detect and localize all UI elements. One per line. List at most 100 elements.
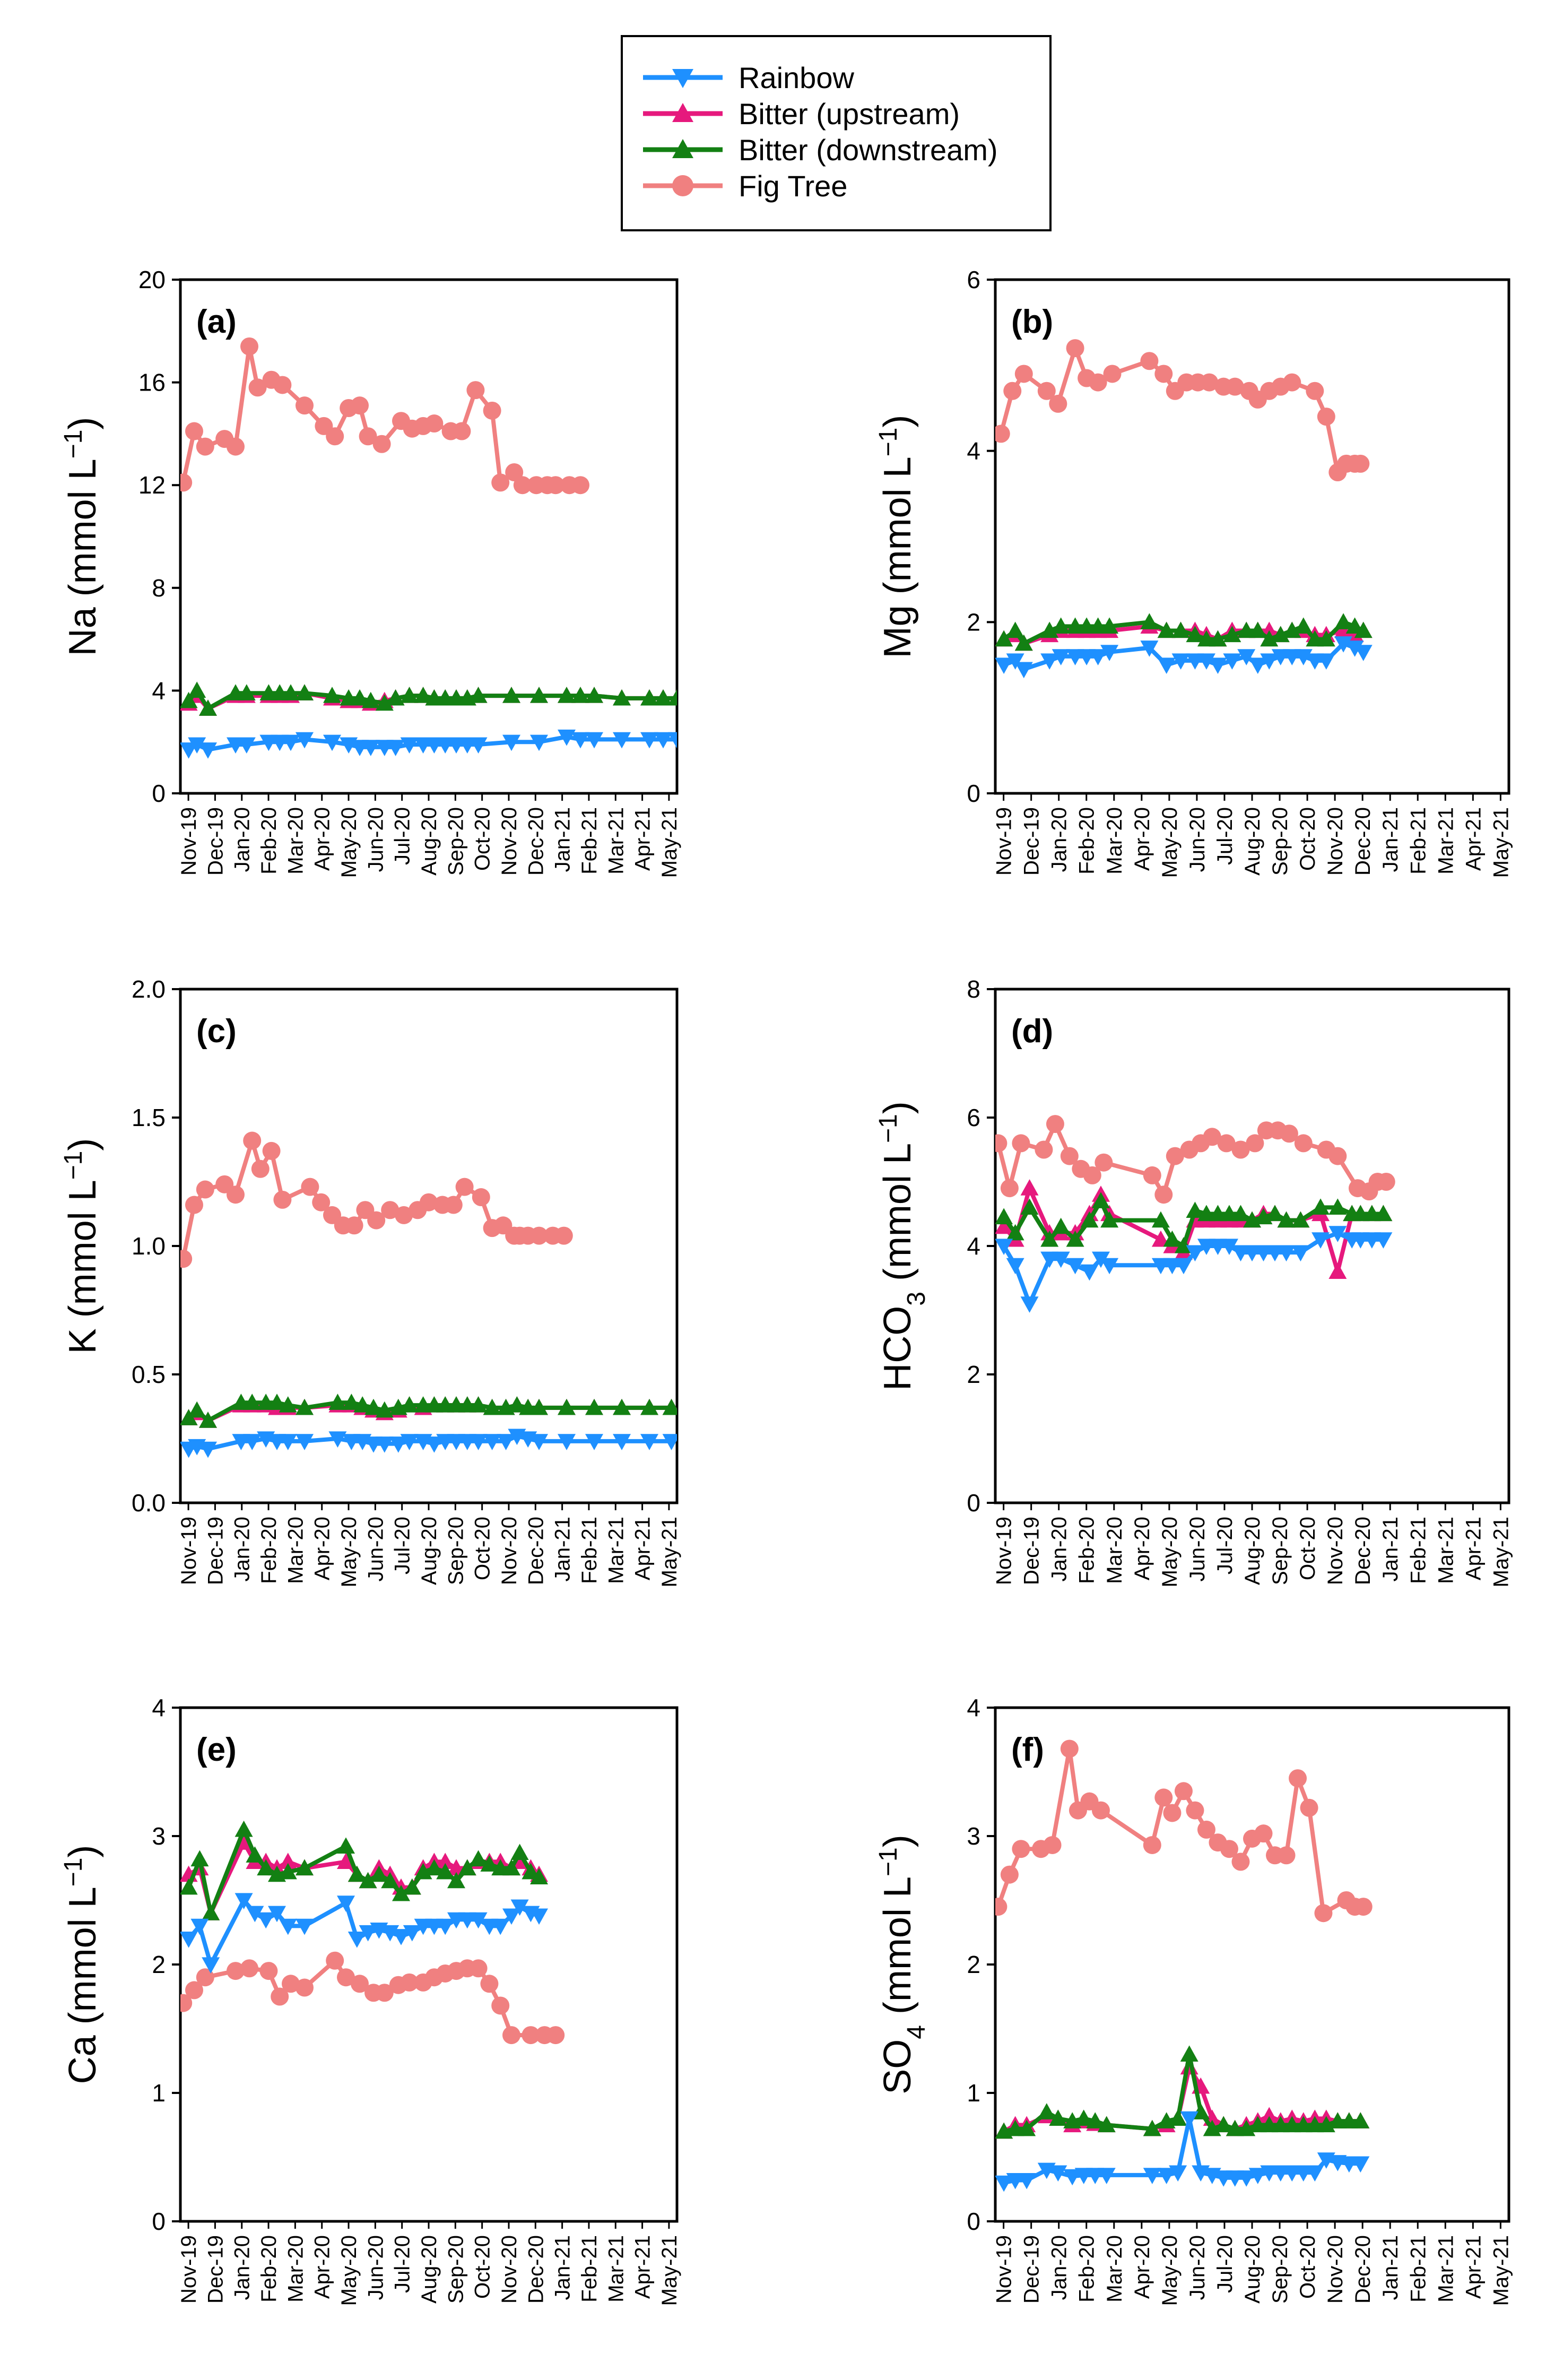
x-tick-label: Dec-20 [524,807,548,876]
data-point [1334,613,1353,629]
x-tick-label: Jun-20 [1186,1517,1209,1581]
data-point [237,737,256,754]
data-point [1100,1211,1119,1228]
data-point [262,1141,281,1160]
data-point [1140,613,1159,629]
data-point [359,1925,377,1942]
series-fig-tree [180,337,589,495]
series-bitter-downstream [180,1394,677,1428]
data-point [1080,1264,1099,1281]
data-point [1083,1166,1101,1184]
data-point [381,1872,399,1889]
x-tick-label: Jun-20 [364,2235,387,2300]
x-tick-label: Dec-19 [204,807,227,876]
series-line [1002,1231,1384,1306]
x-tick-label: Jun-20 [364,807,387,872]
data-point [1157,657,1176,674]
x-tick-label: Jul-20 [1213,807,1237,865]
y-tick-label: 2 [152,1951,166,1978]
data-point [469,687,488,703]
data-point [246,1906,264,1923]
x-tick-label: Dec-19 [1020,1517,1044,1585]
data-point [257,1912,275,1929]
data-point [180,473,193,492]
data-point [1014,662,1033,679]
data-point [375,1984,394,2002]
data-point [1103,365,1122,383]
x-tick-label: May-21 [658,1517,681,1587]
x-tick-label: Feb-20 [257,1517,281,1584]
y-tick-label: 2 [967,1951,980,1978]
data-point [234,1820,253,1837]
data-point [508,1396,526,1413]
data-point [447,1872,465,1889]
data-point [425,1436,444,1453]
data-point [558,1434,576,1450]
data-point [1171,621,1190,638]
data-point [436,1863,455,1880]
x-tick-label: Dec-20 [524,2235,548,2304]
legend-marker [672,139,693,158]
data-point [1035,1140,1053,1159]
x-tick-label: Sep-20 [444,807,467,876]
data-point [502,687,520,703]
data-point [1345,641,1364,657]
data-point [1209,1239,1227,1255]
x-tick-label: May-20 [337,2235,361,2306]
x-tick-label: Nov-19 [177,2235,201,2304]
data-point [1243,1245,1261,1262]
data-point [469,1396,488,1413]
data-point [1171,653,1190,670]
data-point [400,1973,419,1992]
x-tick-label: Feb-20 [257,2235,281,2303]
data-point [1006,653,1024,670]
data-point [1018,2119,1036,2136]
data-point [243,1394,262,1410]
panel-label: (b) [1011,304,1053,340]
x-tick-label: Dec-19 [1020,807,1044,876]
legend-entry: Bitter (upstream) [643,97,960,131]
x-tick-label: Sep-20 [1269,1517,1292,1585]
x-tick-label: Jun-20 [1186,2235,1209,2300]
series-bitter-downstream [995,613,1373,651]
data-point [1254,1824,1273,1843]
series-line [996,1746,1363,1916]
data-point [392,1929,410,1945]
y-tick-label: 2.0 [132,975,166,1003]
data-point [1231,1140,1250,1159]
data-point [483,1398,501,1415]
data-point [257,1859,275,1876]
data-point [1091,1801,1110,1820]
data-point [403,1925,421,1942]
data-point [458,1859,476,1876]
x-tick-label: Sep-20 [444,2235,467,2304]
data-point [1091,1251,1110,1268]
y-tick-label: 1.5 [132,1104,166,1131]
data-point [1217,1134,1236,1153]
x-tick-label: May-21 [658,807,681,878]
data-point [654,732,672,749]
data-point [483,401,501,420]
data-point [180,1994,193,2012]
data-point [1260,2116,1279,2133]
data-point [1328,1262,1347,1279]
data-point [1377,1173,1395,1191]
x-tick-label: Nov-19 [993,807,1016,876]
data-point [995,1208,1013,1225]
data-point [400,1396,419,1413]
data-point [328,1394,347,1410]
data-point [375,1401,394,1418]
data-point [279,1853,297,1869]
data-point [400,1434,419,1450]
data-point [190,1850,209,1867]
panel-label: (a) [196,304,237,340]
data-point [1306,2165,1324,2182]
data-point [1012,1840,1030,1858]
data-point [337,1853,355,1869]
data-point [1254,1245,1273,1262]
data-point [353,1396,372,1413]
data-point [425,414,444,433]
y-tick-label: 0 [152,2208,166,2235]
